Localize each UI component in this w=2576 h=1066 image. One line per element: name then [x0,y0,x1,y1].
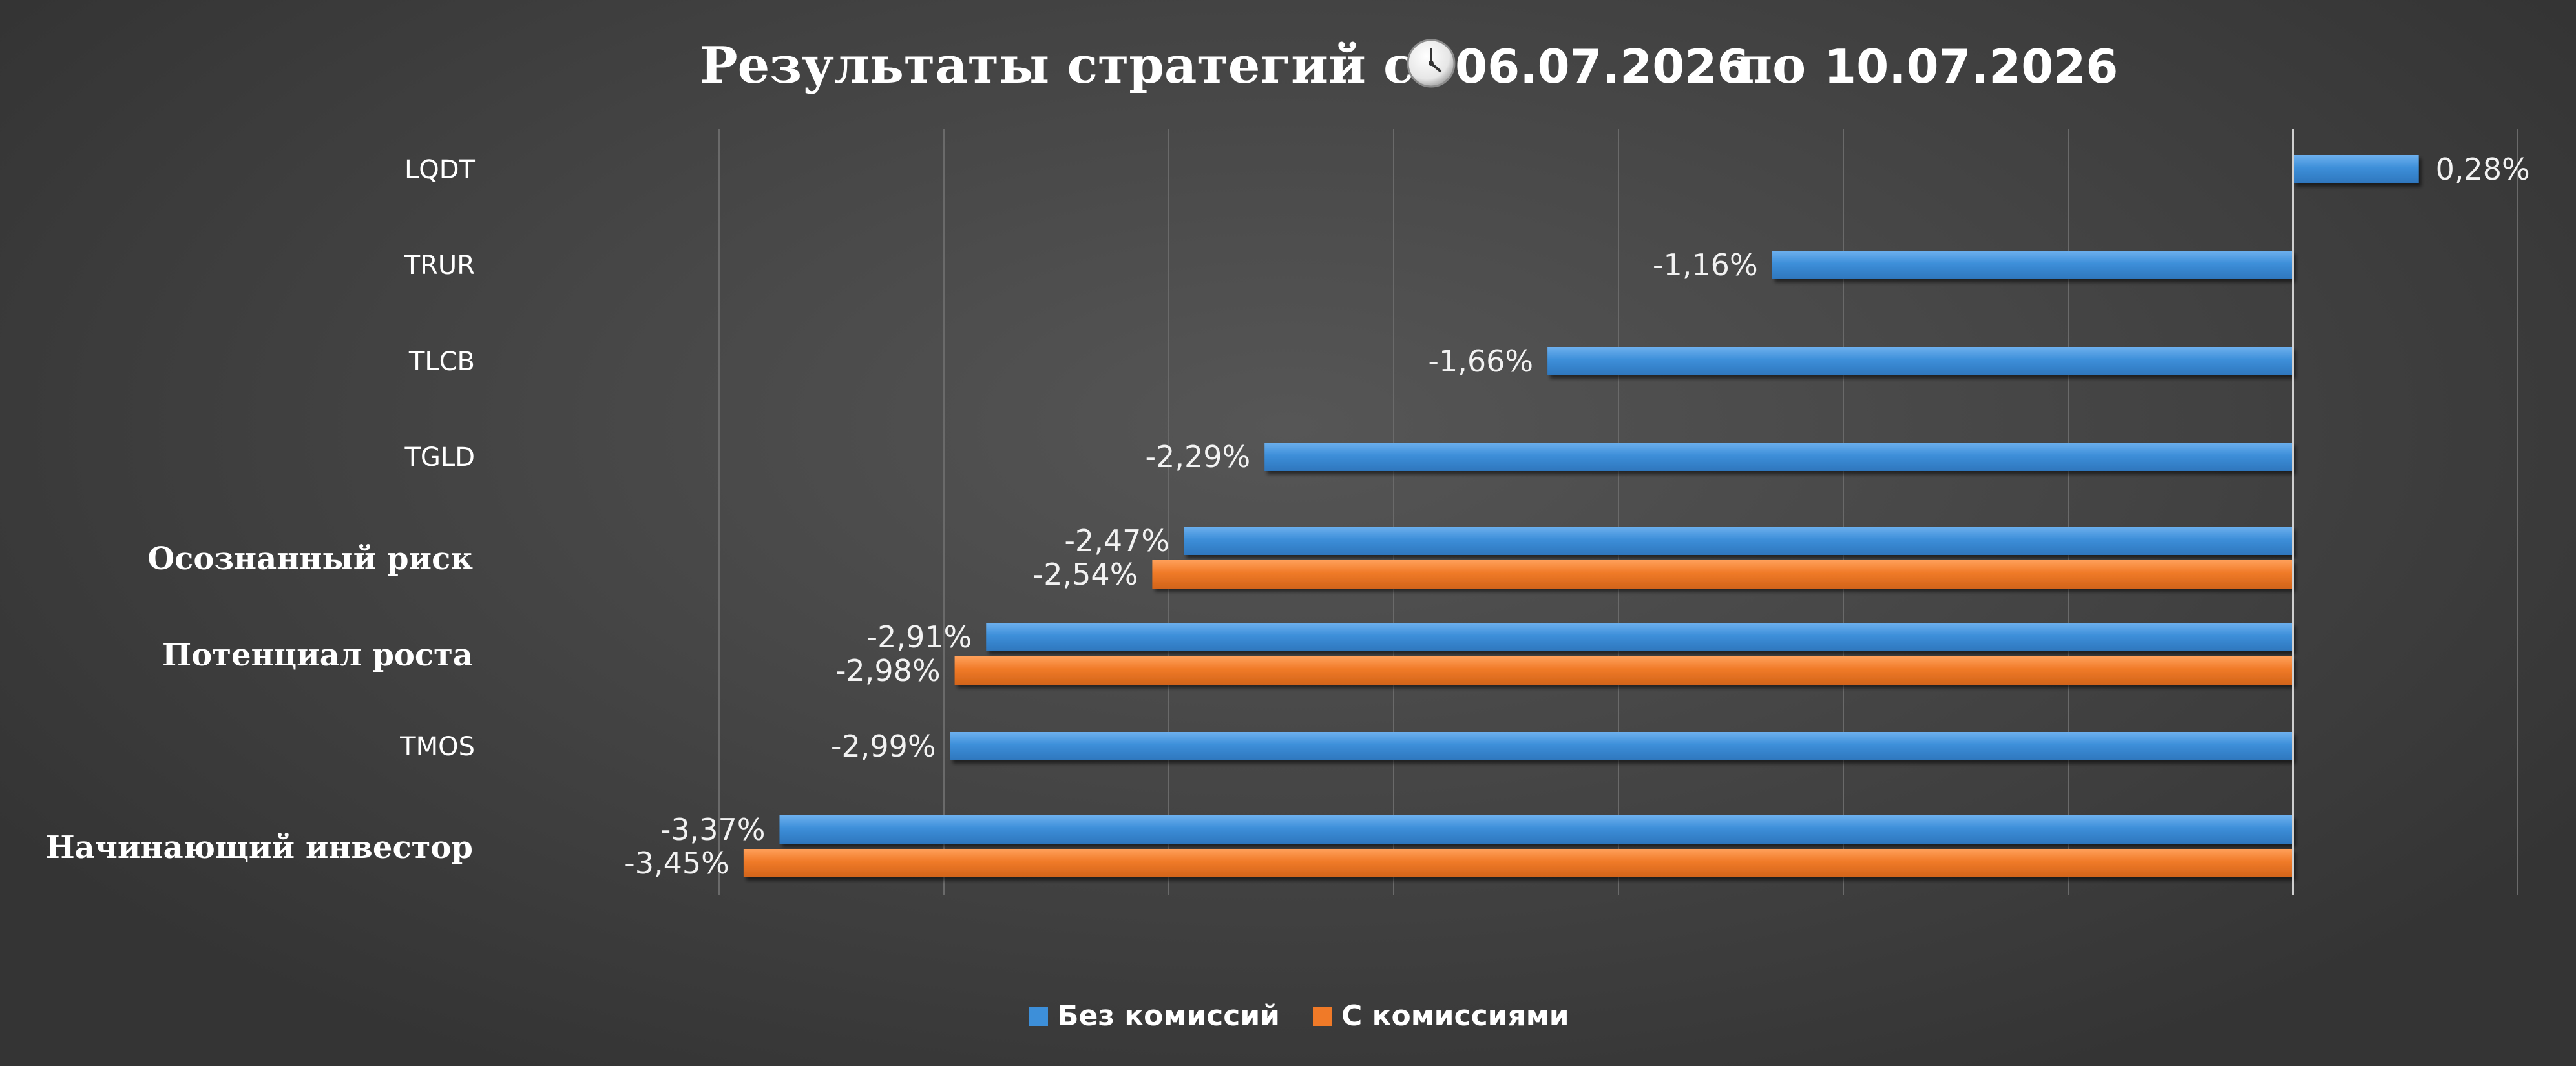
data-label: -2,98% [835,653,941,688]
data-label: -2,54% [1033,557,1138,592]
category-label: LQDT [404,155,476,185]
legend: Без комиссий С комиссиями [1029,999,1569,1032]
category-label: TMOS [399,732,475,762]
bar-with-fee [954,656,2293,685]
bar-no-fee [986,623,2293,651]
legend-label-no-fee: Без комиссий [1057,999,1280,1032]
legend-label-with-fee: С комиссиями [1341,999,1569,1032]
data-label: 0,28% [2436,152,2530,187]
bar-no-fee [1264,443,2293,471]
legend-swatch-with-fee [1313,1007,1332,1026]
bars [743,155,2419,877]
chart-title-prefix: Результаты стратегий с [700,36,1414,95]
data-label: -2,47% [1064,523,1169,558]
bar-no-fee [2293,155,2419,183]
data-label: -1,66% [1428,344,1533,379]
data-labels: 0,28% -1,16% -1,66% -2,29% -2,47%-2,54% -2,91… [624,152,2530,881]
grid-lines [718,129,2518,895]
clock-icon [1407,39,1456,88]
category-label: Потенциал роста [162,637,473,673]
bar-with-fee [1152,560,2293,589]
bar-no-fee [950,732,2294,760]
legend-item-with-fee: С комиссиями [1313,999,1569,1032]
category-label: TGLD [404,443,475,472]
legend-swatch-no-fee [1029,1007,1048,1026]
chart-title: Результаты стратегий с 06.07.2026 по 10.… [700,36,2118,95]
legend-item-no-fee: Без комиссий [1029,999,1280,1032]
bar-no-fee [1184,527,2293,555]
data-label: -2,29% [1145,439,1250,474]
data-label: -3,45% [624,846,729,881]
bar-no-fee [779,815,2293,844]
bar-no-fee [1547,347,2293,375]
chart-title-date-from: 06.07.2026 [1455,39,1749,94]
chart-title-connector: по [1735,36,1806,95]
bar-with-fee [743,849,2293,877]
category-label: Осознанный риск [147,541,473,577]
data-label: -3,37% [660,812,766,847]
category-axis-labels: LQDT TRUR TLCB TGLD Осознанный риск Потенциал… [45,155,475,866]
data-label: -2,99% [831,729,936,764]
bar-no-fee [1772,251,2293,279]
category-label: TLCB [408,347,475,377]
category-label: Начинающий инвестор [45,830,473,866]
chart-title-date-to: 10.07.2026 [1824,39,2118,94]
category-label: TRUR [404,251,475,280]
data-label: -1,16% [1653,247,1758,282]
data-label: -2,91% [866,620,972,654]
